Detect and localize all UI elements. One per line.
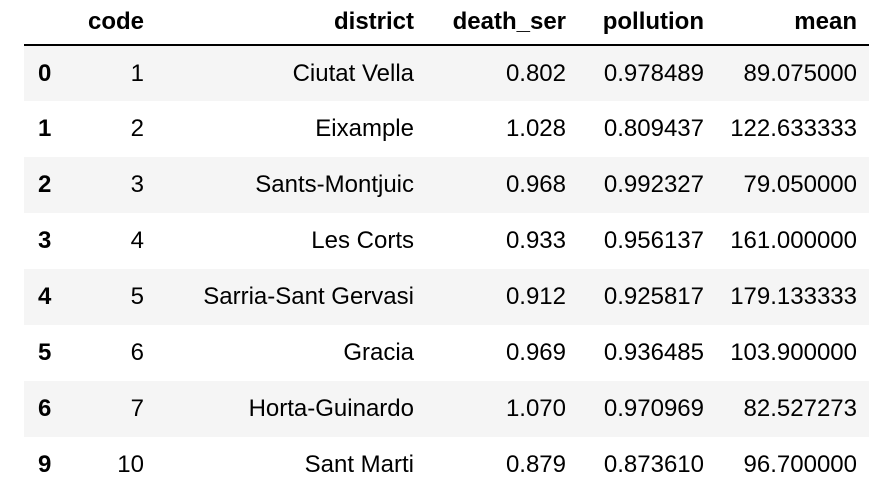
cell-code: 5 [130, 283, 144, 310]
row-index: 9 [38, 451, 52, 478]
column-header-district: district [156, 0, 426, 46]
cell-pollution: 0.873610 [603, 451, 704, 478]
cell-mean: 179.133333 [730, 283, 857, 310]
cell-mean: 103.900000 [730, 339, 857, 366]
row-index: 5 [38, 339, 52, 366]
header-row: code district death_ser pollution mean [24, 0, 869, 46]
table-row: 4 5 Sarria-Sant Gervasi 0.912 0.925817 1… [24, 269, 869, 325]
cell-mean: 122.633333 [730, 115, 857, 142]
cell-pollution: 0.809437 [603, 115, 704, 142]
cell-code: 4 [130, 227, 144, 254]
table-row: 5 6 Gracia 0.969 0.936485 103.900000 [24, 325, 869, 381]
cell-pollution: 0.992327 [603, 171, 704, 198]
table-row: 2 3 Sants-Montjuic 0.968 0.992327 79.050… [24, 157, 869, 213]
cell-death-ser: 0.879 [505, 451, 566, 478]
table-row: 6 7 Horta-Guinardo 1.070 0.970969 82.527… [24, 381, 869, 437]
column-header-mean: mean [716, 0, 869, 46]
cell-code: 6 [130, 339, 144, 366]
dataframe-table: code district death_ser pollution mean 0… [24, 0, 869, 493]
cell-code: 1 [130, 59, 144, 87]
row-index: 2 [38, 171, 52, 198]
table-row: 1 2 Eixample 1.028 0.809437 122.633333 [24, 101, 869, 157]
row-index: 4 [38, 283, 52, 310]
cell-code: 3 [130, 171, 144, 198]
column-header-code: code [68, 0, 156, 46]
table-row: 0 1 Ciutat Vella 0.802 0.978489 89.07500… [24, 45, 869, 101]
cell-pollution: 0.956137 [603, 227, 704, 254]
cell-district: Ciutat Vella [292, 59, 414, 87]
cell-death-ser: 0.933 [505, 227, 566, 254]
cell-death-ser: 1.070 [505, 395, 566, 422]
cell-death-ser: 0.969 [505, 339, 566, 366]
cell-mean: 82.527273 [743, 395, 857, 422]
cell-code: 7 [130, 395, 144, 422]
row-index: 0 [38, 59, 52, 87]
cell-death-ser: 0.802 [505, 59, 566, 87]
cell-code: 10 [117, 451, 144, 478]
row-index: 6 [38, 395, 52, 422]
cell-mean: 161.000000 [730, 227, 857, 254]
row-index: 1 [38, 115, 52, 142]
cell-district: Horta-Guinardo [248, 395, 414, 422]
cell-death-ser: 0.968 [505, 171, 566, 198]
table-row: 3 4 Les Corts 0.933 0.956137 161.000000 [24, 213, 869, 269]
cell-district: Gracia [343, 339, 414, 366]
cell-code: 2 [130, 115, 144, 142]
column-header-pollution: pollution [578, 0, 716, 46]
table-row: 9 10 Sant Marti 0.879 0.873610 96.700000 [24, 437, 869, 493]
cell-pollution: 0.925817 [603, 283, 704, 310]
cell-death-ser: 1.028 [505, 115, 566, 142]
cell-pollution: 0.978489 [603, 59, 704, 87]
cell-district: Sants-Montjuic [255, 171, 414, 198]
cell-mean: 89.075000 [743, 59, 857, 87]
cell-district: Sant Marti [304, 451, 414, 478]
index-header [24, 0, 68, 46]
cell-district: Les Corts [311, 227, 414, 254]
cell-mean: 79.050000 [743, 171, 857, 198]
cell-death-ser: 0.912 [505, 283, 566, 310]
cell-district: Eixample [315, 115, 414, 142]
cell-mean: 96.700000 [743, 451, 857, 478]
column-header-death-ser: death_ser [426, 0, 578, 46]
cell-district: Sarria-Sant Gervasi [203, 283, 414, 310]
row-index: 3 [38, 227, 52, 254]
cell-pollution: 0.936485 [603, 339, 704, 366]
cell-pollution: 0.970969 [603, 395, 704, 422]
